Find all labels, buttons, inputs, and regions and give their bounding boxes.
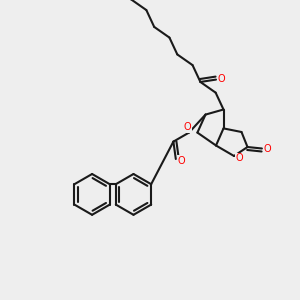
Text: O: O (178, 155, 186, 166)
Text: O: O (236, 153, 243, 164)
Text: O: O (263, 143, 271, 154)
Text: O: O (218, 74, 225, 84)
Text: O: O (184, 122, 191, 132)
